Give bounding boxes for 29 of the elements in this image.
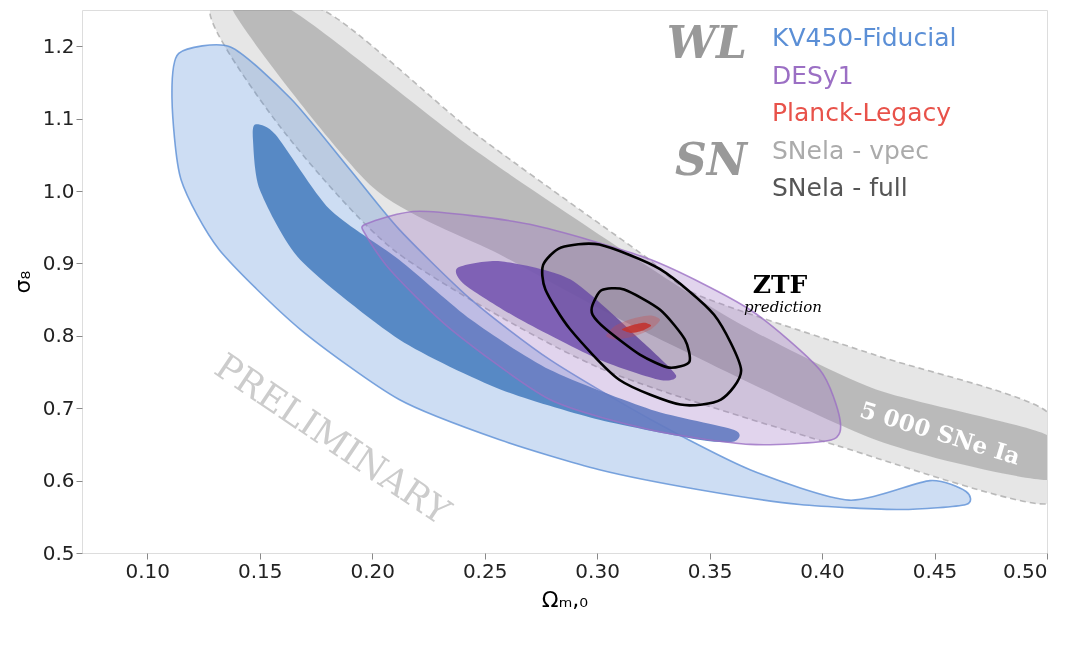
text: Planck-Legacy [772, 98, 952, 127]
x-tick-label: 0.50 [1002, 558, 1048, 583]
y-tick-label: 0.7 [42, 395, 75, 420]
annotation: SN [675, 134, 749, 185]
x-axis-title: Ωₘ,₀ [541, 586, 589, 612]
text: DESy1 [772, 60, 854, 90]
y-axis-title: σ₈ [9, 270, 35, 294]
annotation: WL [666, 17, 747, 68]
x-tick-label: 0.10 [125, 558, 170, 583]
annotation: prediction [744, 298, 822, 316]
x-tick-label: 0.30 [575, 558, 620, 583]
text: KV450-Fiducial [772, 23, 957, 52]
y-tick-label: 0.6 [42, 468, 75, 493]
x-tick-label: 0.25 [462, 558, 508, 583]
text: SNela - full [772, 173, 908, 202]
y-tick-label: 0.5 [42, 540, 75, 565]
x-tick-label: 0.15 [237, 558, 283, 583]
annotation: ZTF [752, 270, 808, 299]
annotation: 5 000 SNe Ia [857, 395, 1024, 470]
x-tick-label: 0.40 [800, 558, 845, 583]
y-tick-label: 0.8 [42, 323, 75, 348]
x-tick-label: 0.20 [350, 558, 395, 583]
y-tick-label: 1.0 [42, 178, 75, 203]
y-tick-label: 1.2 [42, 33, 75, 58]
text: SNela - vpec [772, 135, 929, 165]
y-tick-label: 1.1 [42, 106, 75, 131]
y-tick-label: 0.9 [42, 250, 75, 275]
x-tick-label: 0.35 [687, 558, 733, 583]
x-tick-label: 0.45 [912, 558, 958, 583]
